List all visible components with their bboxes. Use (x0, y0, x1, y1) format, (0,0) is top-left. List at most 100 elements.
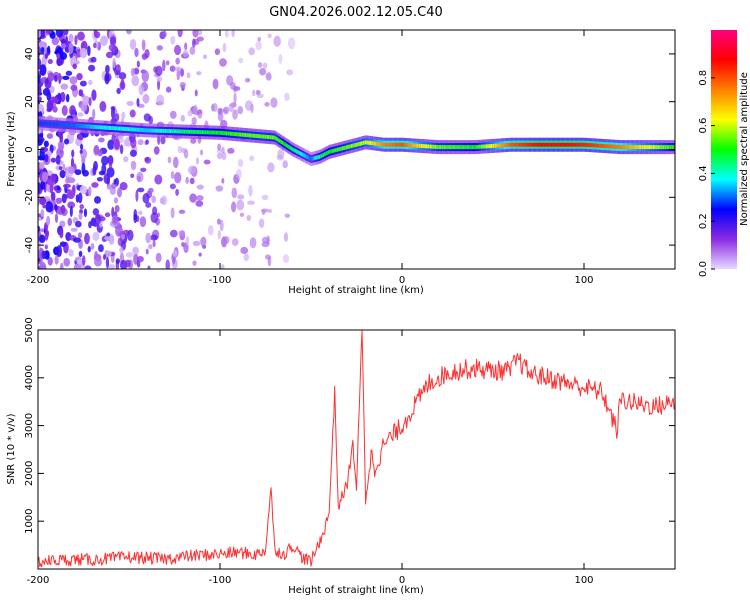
ridge-core (576, 142, 578, 147)
noise-spot (130, 67, 135, 77)
ridge-core (526, 142, 529, 147)
ridge-core (271, 135, 274, 140)
ridge-core (382, 142, 385, 147)
ridge-core (303, 153, 306, 158)
noise-spot (111, 215, 119, 226)
ridge-core (451, 145, 454, 150)
ridge-core (183, 129, 186, 134)
noise-spot (178, 209, 186, 214)
noise-spot (52, 105, 58, 113)
ridge-core (145, 128, 148, 133)
ridge-core (375, 141, 377, 146)
noise-spot (182, 50, 189, 58)
ridge-core (274, 135, 276, 140)
noise-spot (39, 196, 47, 206)
noise-spot (114, 205, 120, 213)
ridge-core (287, 144, 289, 149)
ridge-core (552, 142, 554, 147)
noise-spot (70, 227, 78, 232)
noise-spot (266, 235, 271, 245)
ridge-core (446, 145, 448, 150)
noise-spot (67, 166, 75, 174)
ridge-core (389, 142, 391, 147)
noise-spot (56, 57, 63, 67)
ridge-core (343, 146, 345, 151)
ridge-core (423, 144, 426, 149)
ridge-core (215, 130, 218, 135)
ridge-core (425, 144, 428, 149)
noise-spot (181, 241, 185, 247)
ridge-core (173, 129, 176, 134)
ridge-core (605, 144, 608, 149)
noise-spot (62, 163, 66, 171)
ridge-core (530, 142, 533, 147)
ridge-core (503, 143, 506, 148)
ridge-core (532, 142, 535, 147)
ridge-core (391, 142, 394, 147)
noise-spot (135, 189, 139, 202)
ridge-core (246, 133, 248, 138)
noise-spot (54, 50, 62, 55)
ridge-core (399, 142, 401, 147)
ridge-core (312, 156, 315, 161)
noise-spot (178, 229, 186, 236)
ridge-core (282, 140, 284, 145)
noise-spot (239, 212, 245, 218)
ridge-core (360, 141, 363, 146)
ridge-core (445, 145, 447, 150)
ridge-core (199, 130, 201, 135)
noise-spot (216, 153, 223, 160)
ridge-core (540, 142, 543, 147)
ridge-core (262, 134, 265, 139)
noise-spot (273, 35, 281, 47)
noise-spot (104, 212, 111, 218)
ridge-core (627, 145, 629, 150)
noise-spot (237, 158, 244, 168)
ridge-core (510, 142, 512, 147)
ridge-core (195, 129, 197, 134)
noise-spot (112, 58, 116, 69)
noise-spot (88, 186, 92, 197)
noise-spot (160, 135, 166, 145)
noise-spot (169, 110, 177, 119)
ridge-core (117, 126, 120, 131)
ridge-core (55, 122, 57, 127)
ridge-core (662, 145, 665, 150)
noise-spot (84, 232, 90, 245)
ridge-core (368, 140, 371, 145)
ridge-core (172, 129, 175, 134)
ridge-core (443, 145, 446, 150)
noise-spot (284, 213, 291, 218)
noise-spot (40, 228, 46, 233)
ridge-core (549, 142, 552, 147)
ridge-core (589, 143, 591, 148)
ridge-core (606, 144, 609, 149)
noise-spot (82, 95, 90, 106)
ridge-core (610, 144, 613, 149)
ridge-core (487, 144, 489, 149)
noise-spot (115, 258, 121, 265)
ridge-core (496, 143, 498, 148)
ridge-core (266, 134, 269, 139)
ridge-core (367, 140, 369, 145)
ridge-core (131, 127, 134, 132)
ridge-core (431, 144, 433, 149)
ridge-core (135, 127, 138, 132)
ridge-core (302, 152, 304, 157)
ridge-core (140, 127, 143, 132)
noise-spot (98, 244, 104, 253)
ridge-core (48, 121, 51, 126)
ridge-core (310, 156, 312, 161)
ridge-core (603, 144, 605, 149)
noise-spot (108, 264, 116, 269)
ridge-core (442, 145, 445, 150)
noise-spot (184, 42, 188, 51)
ridge-core (544, 142, 547, 147)
ridge-core (141, 128, 144, 133)
snr-x-label: Height of straight line (km) (288, 585, 424, 596)
noise-spot (282, 254, 290, 263)
ridge-core (567, 142, 569, 147)
ridge-core (478, 144, 480, 149)
ridge-core (227, 131, 229, 136)
noise-spot (90, 56, 97, 63)
